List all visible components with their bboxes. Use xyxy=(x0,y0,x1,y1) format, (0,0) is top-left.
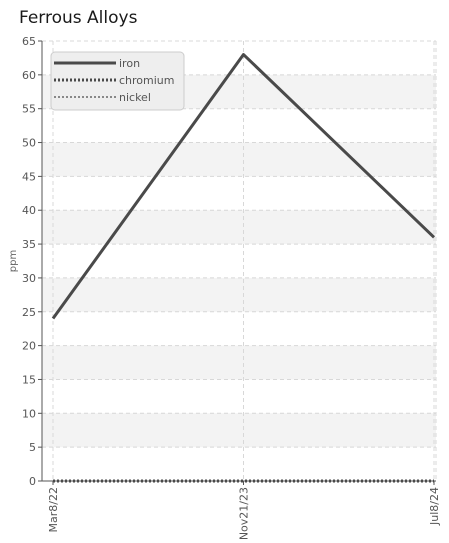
chart-title: Ferrous Alloys xyxy=(19,8,138,28)
legend-label-chromium: chromium xyxy=(119,74,175,87)
series-lines xyxy=(51,53,436,483)
legend-box xyxy=(50,51,185,111)
x-tick-labels: Mar8/22 Nov21/23 Jul8/24 xyxy=(47,487,441,540)
y-tick-label: 25 xyxy=(22,306,36,319)
y-tick-label: 65 xyxy=(22,35,36,48)
y-tick-label: 0 xyxy=(29,475,36,488)
plot-bands xyxy=(42,74,436,448)
y-tick-label: 45 xyxy=(22,170,36,183)
x-tick-label: Mar8/22 xyxy=(47,487,60,532)
plot-band xyxy=(42,210,436,245)
y-tick-label: 60 xyxy=(22,69,36,82)
plot-band xyxy=(42,413,436,448)
y-tick-label: 5 xyxy=(29,441,36,454)
plot-band xyxy=(42,277,436,312)
y-tick-label: 10 xyxy=(22,407,36,420)
legend-label-nickel: nickel xyxy=(119,91,151,104)
y-tick-label: 50 xyxy=(22,137,36,150)
y-tick-label: 15 xyxy=(22,373,36,386)
y-axis-label: ppm xyxy=(8,250,19,272)
y-tick-label: 40 xyxy=(22,204,36,217)
plot-band xyxy=(42,142,436,177)
plot-band xyxy=(42,345,436,380)
y-tick-label: 55 xyxy=(22,103,36,116)
y-tick-label: 20 xyxy=(22,340,36,353)
x-tick-label: Nov21/23 xyxy=(238,487,251,540)
legend: iron chromium nickel xyxy=(50,51,185,111)
y-tick-labels: 0 5 10 15 20 25 30 35 40 45 50 55 60 65 xyxy=(22,35,36,488)
x-tick-label: Jul8/24 xyxy=(428,487,441,526)
legend-label-iron: iron xyxy=(119,57,140,70)
y-tick-label: 30 xyxy=(22,272,36,285)
y-tick-label: 35 xyxy=(22,238,36,251)
series-line-iron xyxy=(51,53,436,320)
